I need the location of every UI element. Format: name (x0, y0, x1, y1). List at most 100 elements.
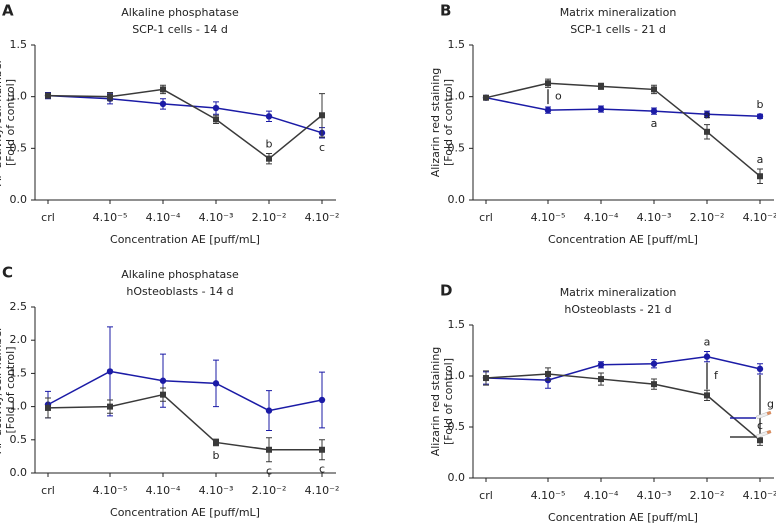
y-axis-label: [Fold of control] (442, 79, 455, 166)
x-tick-label: 4.10⁻⁵ (531, 211, 566, 224)
legend-icon-tip (766, 410, 772, 416)
data-point (545, 80, 551, 87)
data-point (544, 106, 552, 114)
series-line (485, 355, 761, 381)
comparison-label: g (767, 398, 774, 411)
x-tick-label: 4.10⁻⁴ (584, 489, 619, 502)
x-tick-label: 4.10⁻² (743, 489, 776, 502)
data-point (703, 353, 711, 360)
point-label: b (213, 449, 220, 462)
point-label: c (319, 463, 325, 476)
point-label: c (319, 141, 325, 154)
y-tick-label: 0.5 (448, 420, 466, 433)
data-point (757, 437, 763, 444)
legend-icon-tip (766, 429, 772, 435)
x-tick-label: crl (41, 211, 55, 224)
x-tick-label: 4.10⁻³ (199, 211, 234, 224)
panel-letter: A (2, 2, 14, 20)
data-point (266, 446, 272, 453)
x-tick-label: crl (479, 489, 493, 502)
data-point (159, 377, 167, 384)
data-point (212, 104, 220, 112)
point-label: c (266, 465, 272, 478)
data-point (45, 92, 51, 99)
x-tick-label: 4.10⁻³ (637, 211, 672, 224)
data-point (757, 173, 763, 180)
y-tick-label: 1.0 (10, 400, 28, 413)
chart-title: Alkaline phosphatase (121, 6, 239, 19)
y-tick-label: 0.5 (10, 433, 28, 446)
panel: D Matrix mineralization hOsteoblasts - 21 … (429, 282, 776, 524)
x-tick-label: 4.10⁻⁴ (584, 211, 619, 224)
x-tick-label: 4.10⁻⁵ (531, 489, 566, 502)
y-tick-label: 1.0 (448, 369, 466, 382)
y-axis-label: Alizarin red staining (429, 347, 442, 457)
x-tick-label: 4.10⁻⁵ (93, 484, 128, 497)
data-point (318, 396, 326, 404)
series-line (485, 82, 761, 177)
data-point (703, 111, 711, 118)
data-point (212, 380, 220, 387)
chart-title: Alkaline phosphatase (121, 268, 239, 281)
x-axis-label: Concentration AE [puff/mL] (548, 511, 698, 524)
chart-title: Matrix mineralization (560, 286, 677, 299)
chart-subtitle: SCP-1 cells - 14 d (132, 23, 228, 36)
y-axis-label: Alizarin red staining (429, 68, 442, 178)
y-tick-label: 1.5 (448, 38, 466, 51)
x-tick-label: crl (479, 211, 493, 224)
y-tick-label: 2.5 (10, 300, 28, 313)
x-axis-label: Concentration AE [puff/mL] (110, 233, 260, 246)
series-line (47, 94, 323, 134)
panel-letter: C (2, 264, 13, 282)
y-tick-label: 1.5 (10, 366, 28, 379)
y-tick-label: 0.0 (10, 193, 28, 206)
x-tick-label: 4.10⁻³ (637, 489, 672, 502)
y-tick-label: 1.5 (10, 38, 28, 51)
panel-letter: D (440, 282, 452, 300)
data-point (650, 360, 658, 367)
y-tick-label: 2.0 (10, 333, 28, 346)
chart-title: Matrix mineralization (560, 6, 677, 19)
y-tick-label: 0.5 (448, 141, 466, 154)
x-tick-label: crl (41, 484, 55, 497)
y-tick-label: 1.0 (448, 90, 466, 103)
x-tick-label: 4.10⁻² (305, 484, 340, 497)
x-tick-label: 4.10⁻⁵ (93, 211, 128, 224)
panel: C Alkaline phosphatase hOsteoblasts - 14 d… (0, 264, 339, 520)
data-point (545, 370, 551, 377)
data-point (213, 439, 219, 446)
data-point (45, 404, 51, 411)
data-point (160, 86, 166, 93)
y-axis-label: [Fold of control] (4, 79, 17, 166)
data-point (107, 403, 113, 410)
x-tick-label: 4.10⁻⁴ (146, 484, 181, 497)
y-tick-label: 1.0 (10, 90, 28, 103)
data-point (756, 113, 764, 120)
data-point (265, 113, 273, 120)
y-tick-label: 0.0 (10, 466, 28, 479)
panel-letter: B (440, 2, 451, 20)
x-tick-label: 4.10⁻³ (199, 484, 234, 497)
x-axis-label: Concentration AE [puff/mL] (548, 233, 698, 246)
y-tick-label: 0.0 (448, 471, 466, 484)
y-axis-label: AP activity/cell number (0, 58, 4, 186)
data-point (483, 375, 489, 382)
data-point (598, 376, 604, 383)
panel: B Matrix mineralization SCP-1 cells - 21 d… (429, 2, 776, 247)
series-line (47, 88, 323, 160)
chart-subtitle: SCP-1 cells - 21 d (570, 23, 666, 36)
x-tick-label: 2.10⁻² (252, 484, 287, 497)
comparison-label: o (555, 90, 562, 103)
point-label: b (757, 98, 764, 111)
point-label: a (704, 336, 711, 349)
point-label: b (266, 138, 273, 151)
point-label: a (704, 109, 711, 122)
data-point (650, 107, 658, 115)
data-point (107, 93, 113, 100)
series-line (485, 373, 761, 441)
data-point (159, 100, 167, 108)
data-point (213, 116, 219, 123)
panel: A Alkaline phosphatase SCP-1 cells - 14 d A… (0, 2, 339, 247)
data-point (651, 381, 657, 388)
